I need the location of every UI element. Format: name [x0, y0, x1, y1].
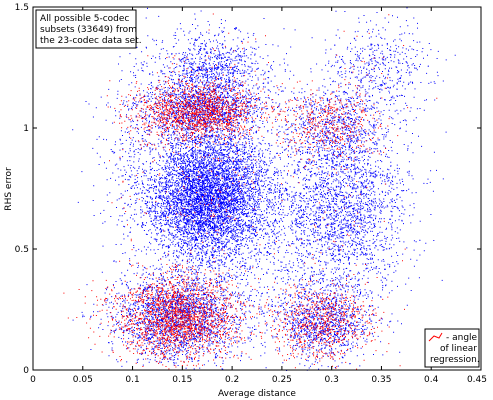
- x-tick-label: 0.05: [73, 375, 93, 385]
- legend-note-line-2: of linear: [440, 344, 477, 354]
- y-tick-label: 0: [23, 366, 29, 376]
- legend-note-box: - angle of linear regression.: [424, 328, 480, 368]
- y-tick-label: 0.5: [15, 245, 29, 255]
- plot-frame: [32, 6, 482, 371]
- data-points: [63, 7, 456, 372]
- y-tick-label: 1.5: [15, 3, 29, 13]
- y-axis-ticks: 0 0.5 1 1.5: [15, 3, 481, 376]
- x-tick-label: 0.25: [272, 375, 292, 385]
- x-tick-label: 0.3: [325, 375, 339, 385]
- blue-scatter-points: [72, 7, 456, 372]
- x-tick-label: 0.4: [424, 375, 439, 385]
- plot-background: [33, 7, 481, 370]
- annotation-box: All possible 5-codec subsets (33649) fro…: [35, 9, 142, 49]
- x-axis-label: Average distance: [218, 389, 296, 399]
- y-axis-label: RHS error: [4, 167, 14, 211]
- x-tick-label: 0.1: [125, 375, 139, 385]
- annotation-line-2: subsets (33649) from: [40, 25, 137, 35]
- y-tick-label: 1: [23, 124, 29, 134]
- legend-note-line-1: - angle: [446, 333, 478, 343]
- legend-note-line-3: regression.: [430, 355, 480, 365]
- annotation-line-1: All possible 5-codec: [40, 14, 129, 24]
- x-tick-label: 0: [30, 375, 36, 385]
- x-tick-label: 0.45: [467, 375, 487, 385]
- x-axis-ticks: 0 0.05 0.1 0.15 0.2 0.25 0.3 0.35 0.4 0.45: [30, 7, 487, 385]
- annotation-line-3: the 23-codec data set.: [40, 36, 142, 46]
- x-tick-label: 0.15: [172, 375, 192, 385]
- angle-symbol-icon: [428, 332, 443, 342]
- x-tick-label: 0.2: [225, 375, 239, 385]
- x-tick-label: 0.35: [371, 375, 391, 385]
